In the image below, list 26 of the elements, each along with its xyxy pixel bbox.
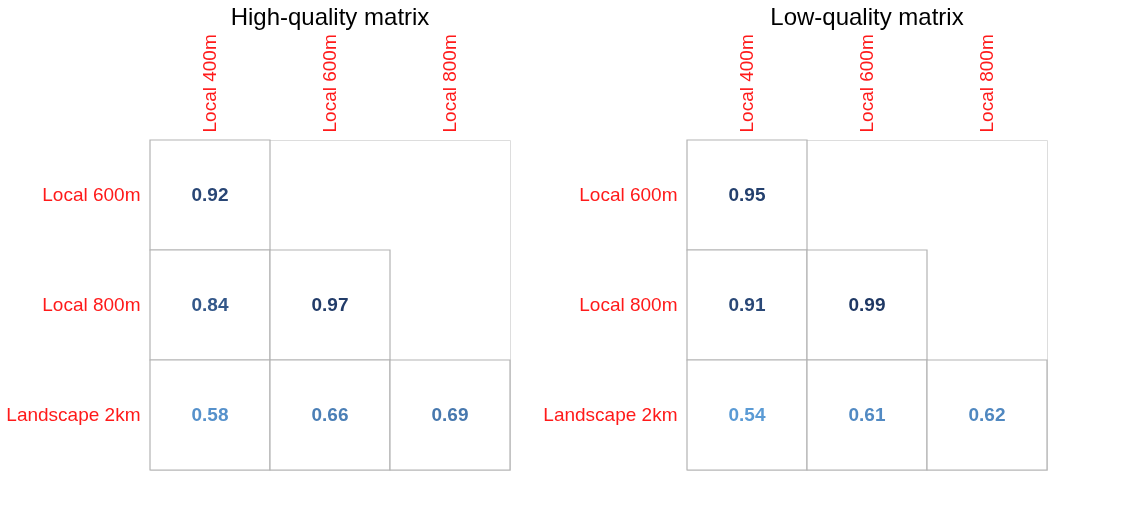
data-label: 0.97 [311,294,349,315]
data-label: 0.66 [311,404,349,425]
x-tick-label: Local 400m [736,34,757,133]
data-label: 0.95 [728,184,766,205]
y-tick-label: Local 800m [42,294,141,315]
y-tick-label: Local 800m [579,294,678,315]
y-tick-label: Landscape 2km [6,404,141,425]
x-tick-label: Local 400m [199,34,220,133]
data-label: 0.58 [191,404,229,425]
data-label: 0.69 [431,404,469,425]
x-tick-label: Local 800m [976,34,997,133]
data-label: 0.92 [191,184,229,205]
chart-title: Low-quality matrix [770,2,964,30]
x-tick-label: Local 600m [856,34,877,133]
y-tick-label: Local 600m [42,184,141,205]
y-tick-label: Local 600m [579,184,678,205]
x-tick-label: Local 800m [439,34,460,133]
data-label: 0.62 [968,404,1006,425]
chart-title: High-quality matrix [230,2,430,30]
data-label: 0.99 [848,294,886,315]
data-label: 0.84 [191,294,229,315]
x-tick-label: Local 600m [319,34,340,133]
data-label: 0.61 [848,404,886,425]
data-label: 0.54 [728,404,766,425]
y-tick-label: Landscape 2km [543,404,678,425]
data-label: 0.91 [728,294,766,315]
